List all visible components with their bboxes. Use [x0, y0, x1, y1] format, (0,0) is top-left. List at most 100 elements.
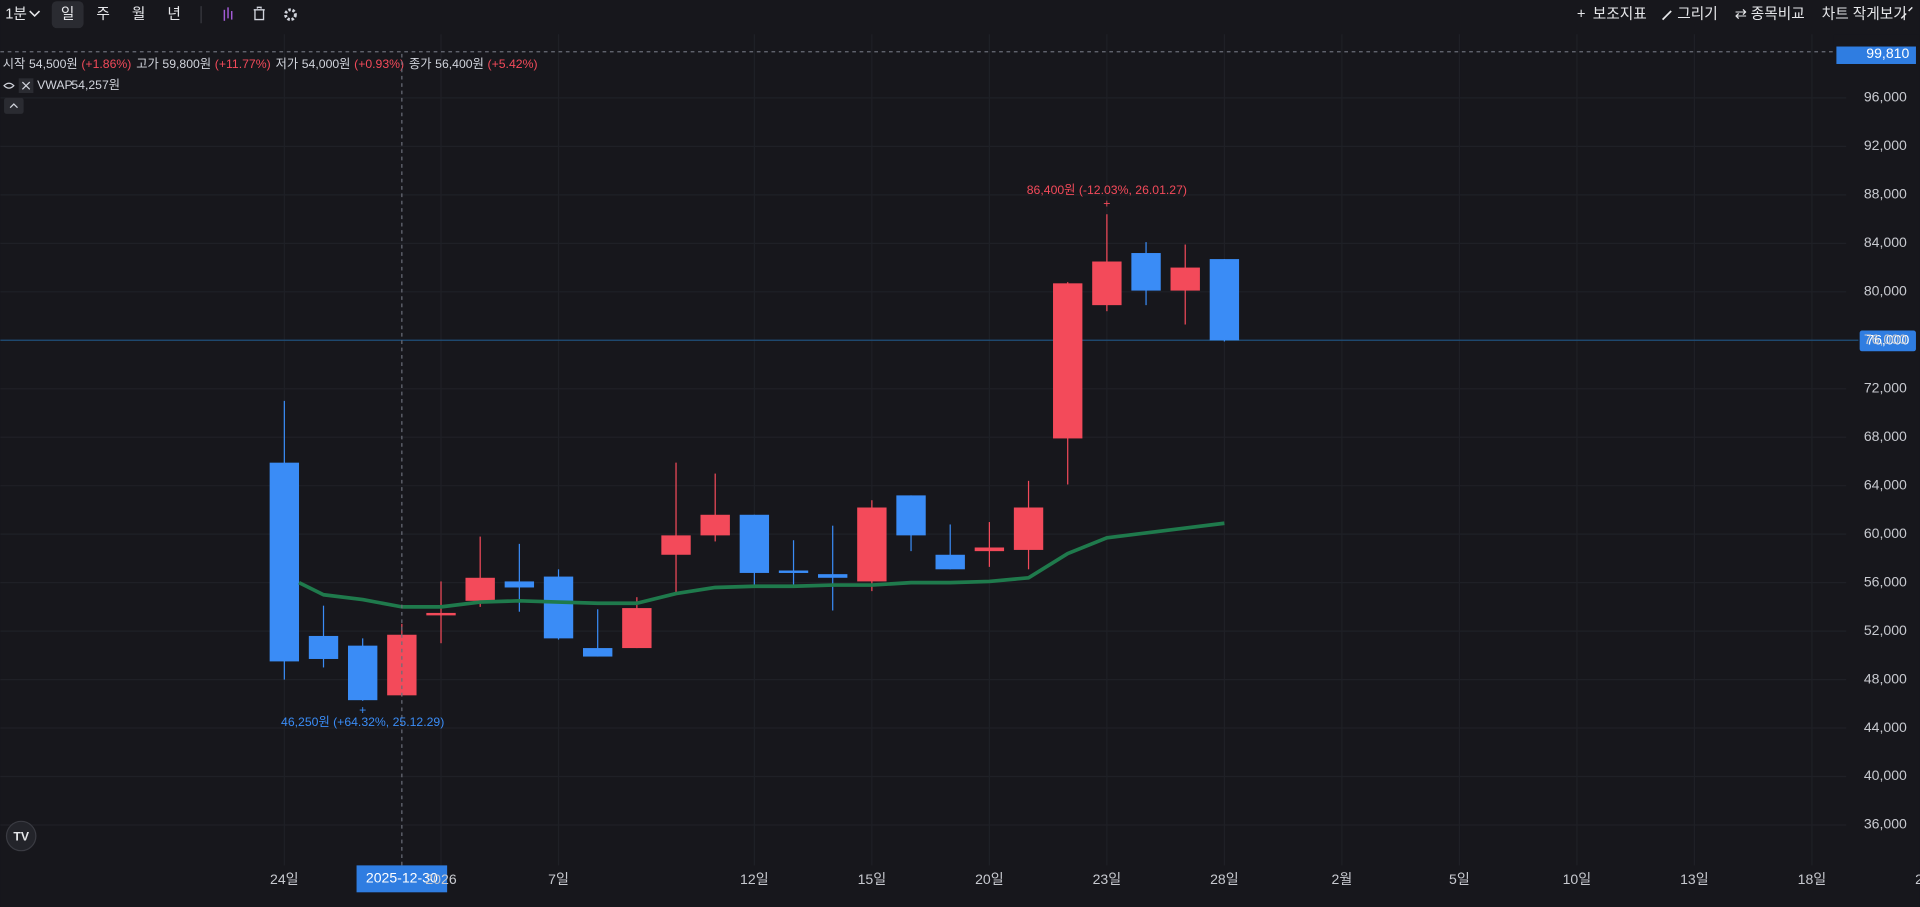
- crosshair-x-box: [356, 865, 448, 893]
- logo-mark: TV: [13, 829, 29, 843]
- candle-body: [543, 576, 574, 639]
- x-tick-label: 18일: [1798, 871, 1827, 887]
- candle-body: [739, 514, 770, 573]
- toolbar: 1분 일 주 월 년 + 보조지표 그리기 ⇄ 종목비교 차트 작게보기: [5, 1, 1913, 29]
- x-tick-label: 24일: [270, 871, 299, 887]
- indicator-legend: VWAP 54,257원: [3, 78, 120, 114]
- ohlc-label: 시작: [3, 57, 26, 71]
- ohlc-legend: 시작 54,500원 (+1.86%) 고가 59,800원 (+11.77%) 저가 54,…: [3, 57, 538, 71]
- ohlc-change: (+11.77%): [215, 57, 271, 71]
- chart-type-icon[interactable]: [223, 7, 233, 21]
- candle-body: [1092, 261, 1122, 306]
- ohlc-change: (+1.86%): [81, 57, 131, 71]
- candle-body: [1053, 283, 1083, 439]
- grid: [0, 34, 1859, 866]
- crosshair-y-label: 99,810: [1866, 45, 1909, 61]
- vwap-line: [298, 521, 1225, 609]
- settings-icon[interactable]: [284, 8, 297, 22]
- action-icon: [1661, 10, 1672, 21]
- candle-body: [778, 570, 809, 573]
- candle-body: [1170, 267, 1200, 291]
- indicator-name: VWAP: [37, 78, 73, 92]
- y-tick-label: 40,000: [1864, 767, 1907, 783]
- x-tick-label: 2월: [1332, 871, 1353, 887]
- action-button[interactable]: 종목비교: [1751, 6, 1805, 23]
- period-button[interactable]: 일: [61, 6, 75, 23]
- y-tick-label: 92,000: [1864, 137, 1907, 153]
- annotation: 86,400원 (-12.03%, 26.01.27): [1027, 183, 1187, 197]
- y-tick-label: 48,000: [1864, 670, 1907, 686]
- ohlc-value: 54,500원: [29, 57, 78, 71]
- y-tick-label: 72,000: [1864, 379, 1907, 395]
- action-button[interactable]: 그리기: [1677, 6, 1718, 23]
- x-tick-label: 7일: [548, 871, 569, 887]
- annotation: 46,250원 (+64.32%, 25.12.29): [281, 715, 444, 729]
- action-icon: ⇄: [1735, 7, 1747, 23]
- candle-body: [896, 495, 926, 536]
- candle-body: [269, 462, 300, 662]
- candle-body: [1131, 253, 1161, 291]
- y-tick-label: 76,000: [1864, 331, 1907, 347]
- current-price-box: [1859, 330, 1916, 352]
- candle-body: [857, 507, 887, 582]
- period-button[interactable]: 주: [96, 7, 109, 23]
- period-highlight: [51, 1, 84, 29]
- x-tick-label: 15일: [858, 871, 887, 887]
- x-tick-label: 12일: [740, 871, 769, 887]
- toolbar-bg: [1833, 34, 1920, 47]
- action-button[interactable]: 보조지표: [1593, 6, 1647, 23]
- candle-body: [661, 535, 691, 555]
- eye-icon[interactable]: [3, 82, 15, 89]
- y-tick-label: 36,000: [1864, 816, 1907, 832]
- delete-icon[interactable]: [253, 6, 265, 21]
- candle-body: [1209, 259, 1240, 341]
- candle-body: [818, 574, 848, 578]
- y-tick-label: 60,000: [1864, 525, 1907, 541]
- y-tick-label: 44,000: [1864, 719, 1907, 735]
- collapse-button[interactable]: [4, 97, 24, 114]
- logo: TV: [5, 820, 37, 852]
- candle-body: [308, 635, 339, 659]
- ohlc-label: 고가: [136, 57, 159, 71]
- ohlc-value: 56,400원: [435, 57, 484, 71]
- y-tick-label: 80,000: [1864, 283, 1907, 299]
- candle-body: [700, 514, 730, 536]
- candle-body: [465, 577, 495, 601]
- y-tick-label: 84,000: [1864, 234, 1907, 250]
- x-tick-label: 2026: [425, 871, 456, 887]
- y-tick-label: 68,000: [1864, 428, 1907, 444]
- annotation-marker: +: [1103, 197, 1110, 211]
- ohlc-value: 54,000원: [302, 57, 351, 71]
- candle-body: [935, 554, 965, 570]
- action-icon: [1900, 6, 1913, 19]
- x-tick-label: 5일: [1449, 871, 1470, 887]
- annotation-marker: +: [359, 703, 366, 717]
- y-tick-label: 88,000: [1864, 186, 1907, 202]
- ohlc-label: 저가: [276, 57, 299, 71]
- action-button[interactable]: 차트 작게보기: [1822, 6, 1907, 23]
- settings-icon-hole: [288, 12, 293, 17]
- x-tick-label: 13일: [1680, 871, 1709, 887]
- crosshair-x-label: 2025-12-30: [366, 870, 438, 886]
- x-tick-label: 20일: [975, 871, 1004, 887]
- candle-body: [974, 547, 1005, 552]
- crosshair-y-box: [1836, 44, 1916, 64]
- current-price-label: 76,000: [1866, 332, 1909, 348]
- ohlc-change: (+0.93%): [354, 57, 404, 71]
- candle-body: [426, 612, 456, 616]
- interval-select[interactable]: 1분: [5, 7, 27, 23]
- chevron-icon: [29, 10, 41, 18]
- x-tick-label: 23일: [1093, 871, 1122, 887]
- ohlc-change: (+5.42%): [488, 57, 538, 71]
- indicator-value: 54,257원: [71, 78, 120, 92]
- x-tick-label: 10일: [1563, 871, 1592, 887]
- plot: [269, 214, 1240, 701]
- y-tick-label: 96,000: [1864, 89, 1907, 105]
- period-button[interactable]: 년: [167, 6, 181, 23]
- candle-body: [1013, 507, 1044, 550]
- candle-body: [504, 581, 535, 588]
- period-button[interactable]: 월: [132, 6, 146, 23]
